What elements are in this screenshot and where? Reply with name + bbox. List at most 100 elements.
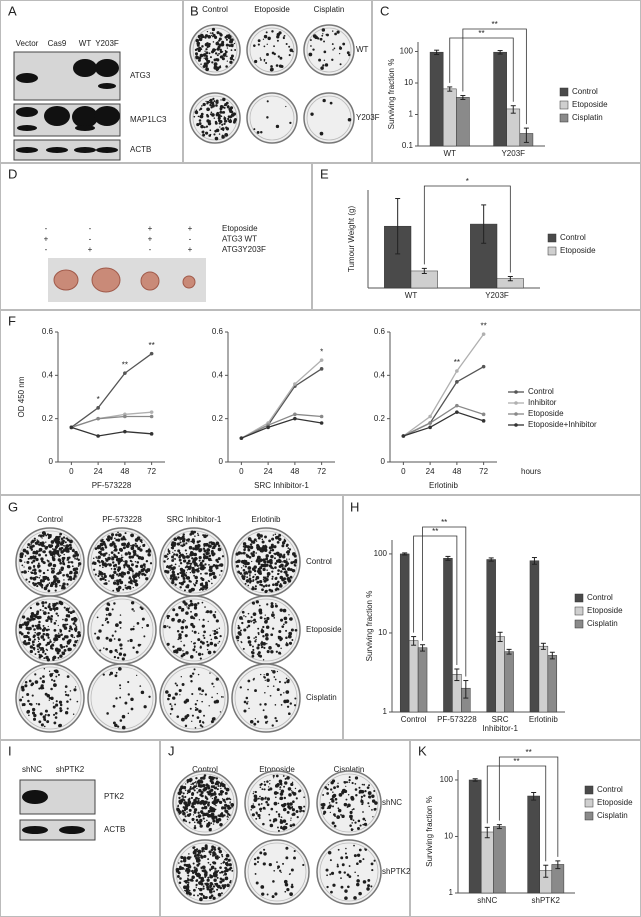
- colony: [226, 55, 228, 58]
- colony: [24, 623, 27, 626]
- colony: [229, 879, 232, 882]
- colony: [212, 861, 216, 865]
- colony: [128, 555, 132, 559]
- colony: [299, 807, 302, 811]
- colony: [166, 558, 169, 560]
- colony: [37, 703, 41, 706]
- significance-label: **: [513, 757, 519, 766]
- colony: [105, 617, 109, 621]
- colony: [180, 581, 184, 586]
- colony: [209, 853, 212, 856]
- colony: [188, 559, 191, 562]
- y-tick-label: 0.4: [374, 370, 386, 379]
- colony: [122, 546, 126, 550]
- colony: [283, 616, 288, 621]
- band: [59, 826, 85, 834]
- colony: [279, 56, 283, 60]
- colony: [53, 721, 57, 725]
- colony: [225, 876, 228, 880]
- colony: [203, 714, 205, 717]
- colony: [176, 536, 181, 540]
- colony: [69, 698, 72, 701]
- colony: [184, 815, 187, 818]
- colony: [224, 803, 228, 807]
- colony: [213, 785, 215, 787]
- colony: [337, 782, 339, 784]
- colony: [197, 652, 202, 656]
- colony: [321, 28, 326, 32]
- colony: [249, 640, 252, 643]
- colony: [182, 859, 187, 863]
- colony: [204, 34, 209, 38]
- colony: [220, 115, 223, 118]
- colony: [37, 648, 39, 651]
- colony: [360, 795, 364, 799]
- colony: [119, 687, 122, 690]
- colony: [58, 569, 61, 572]
- colony: [294, 628, 298, 632]
- colony: [32, 564, 36, 568]
- bar: [547, 655, 558, 713]
- colony: [181, 539, 186, 543]
- colony: [174, 583, 177, 586]
- colony: [48, 670, 51, 673]
- legend-label: Etoposide: [587, 606, 623, 615]
- colony: [224, 801, 227, 803]
- colony: [259, 616, 263, 620]
- colony: [31, 694, 34, 697]
- colony: [132, 579, 136, 583]
- colony: [27, 570, 30, 572]
- colony: [47, 635, 49, 638]
- dish-rim: [192, 95, 238, 141]
- colony: [327, 784, 330, 786]
- band: [16, 107, 38, 117]
- colony: [203, 630, 206, 634]
- colony: [251, 560, 253, 563]
- colony: [208, 895, 212, 900]
- colony: [250, 552, 253, 555]
- colony: [194, 708, 197, 712]
- error-bar: [411, 636, 417, 646]
- colony: [196, 780, 201, 784]
- colony: [215, 41, 220, 46]
- colony: [42, 561, 45, 564]
- colony: [196, 791, 199, 794]
- point: [149, 414, 154, 419]
- colony: [331, 30, 334, 32]
- colony: [268, 786, 270, 788]
- colony: [124, 560, 128, 564]
- colony: [187, 874, 190, 877]
- colony: [186, 569, 189, 571]
- colony: [174, 703, 177, 706]
- colony: [206, 819, 208, 822]
- colony: [194, 872, 198, 876]
- colony: [220, 99, 222, 101]
- colony: [228, 44, 232, 48]
- colony: [54, 711, 58, 715]
- colony: [194, 781, 197, 783]
- colony: [218, 37, 222, 41]
- colony: [113, 567, 117, 571]
- colony: [330, 797, 334, 801]
- colony: [197, 532, 199, 535]
- colony: [29, 645, 34, 649]
- colony: [198, 119, 202, 122]
- colony: [196, 699, 199, 702]
- colony: [321, 802, 326, 807]
- colony: [111, 536, 113, 538]
- colony: [104, 544, 107, 547]
- colony: [252, 579, 255, 582]
- colony: [193, 808, 198, 812]
- colony: [208, 45, 211, 47]
- colony: [279, 869, 282, 872]
- colony: [344, 896, 348, 900]
- colony: [223, 106, 226, 109]
- colony: [46, 576, 50, 580]
- colony: [73, 627, 78, 632]
- colony: [134, 573, 139, 578]
- colony: [72, 622, 76, 625]
- x-tick-label: 0: [239, 467, 244, 476]
- colony: [217, 785, 220, 787]
- colony: [21, 615, 26, 619]
- colony: [261, 892, 265, 896]
